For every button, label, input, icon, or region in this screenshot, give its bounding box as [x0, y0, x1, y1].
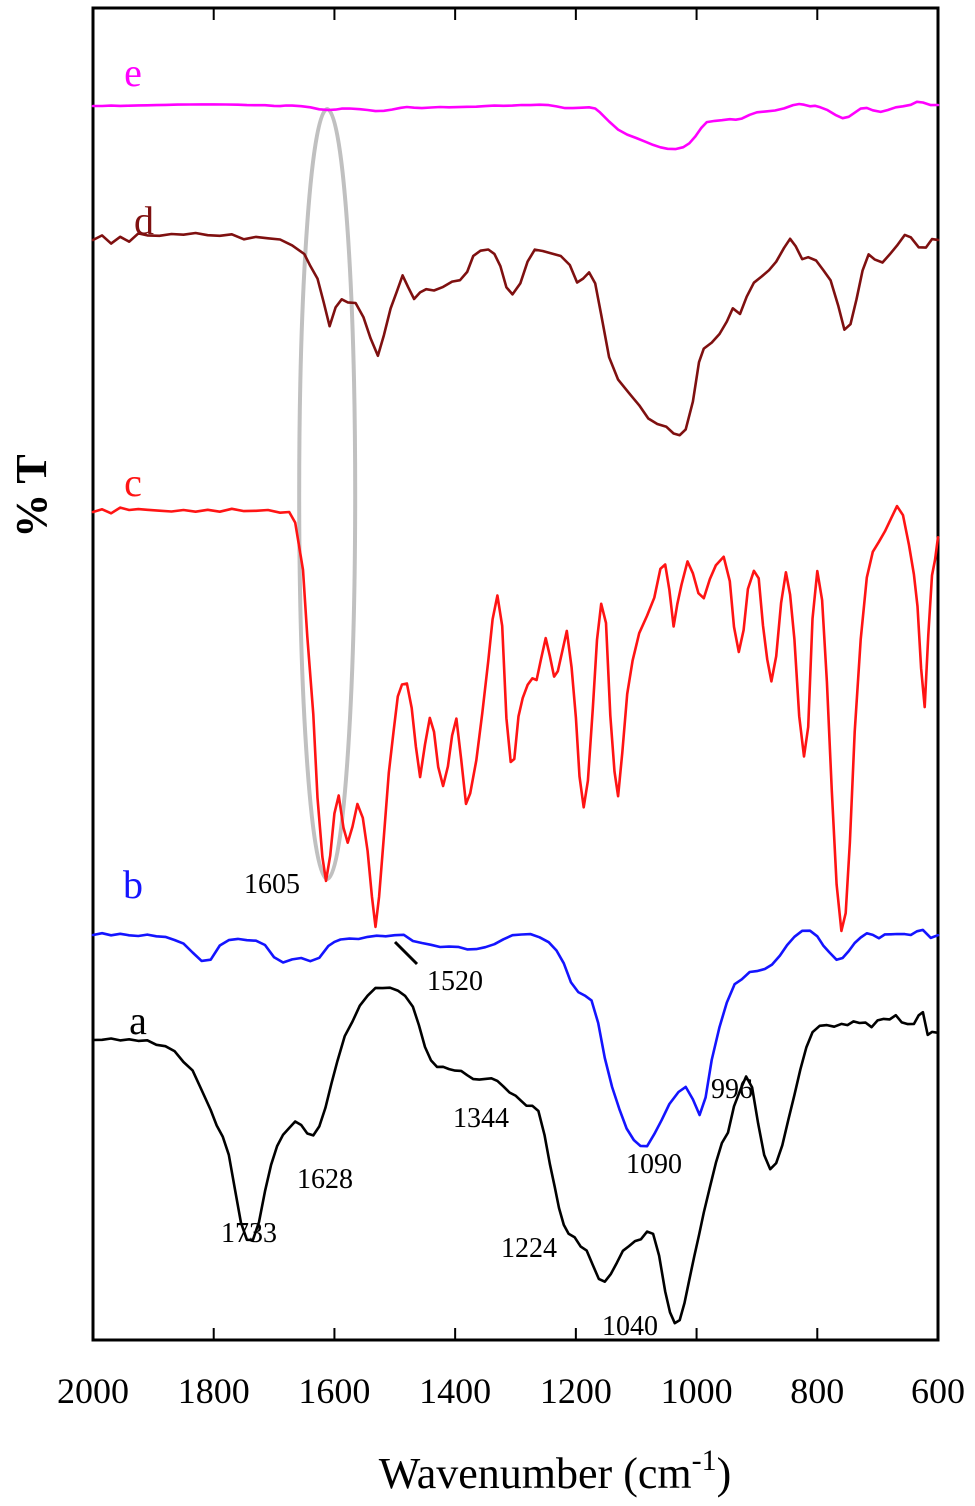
series-label-b: b: [123, 862, 143, 907]
x-ticks: [92, 8, 939, 1340]
plot-frame: [91, 6, 940, 1342]
x-tick-label-600: 600: [911, 1371, 965, 1411]
peak-leader-1520: [393, 940, 419, 966]
x-tick-label-1000: 1000: [661, 1371, 733, 1411]
series-line-c: [91, 504, 940, 933]
series-line-b: [91, 928, 940, 1148]
x-tick-labels: 2000 1800 1600 1400 1200 1000 800 600: [57, 1371, 965, 1411]
peak-label-1628: 1628: [297, 1164, 353, 1195]
series-label-d: d: [134, 198, 154, 243]
highlight-ellipse: [297, 107, 358, 881]
x-tick-label-1800: 1800: [178, 1371, 250, 1411]
x-axis-title-sup: -1: [692, 1444, 717, 1477]
peak-label-996: 996: [711, 1074, 753, 1105]
peak-labels: 1605 1520 1733 1628 1344 1224 1040 1090 996: [221, 869, 753, 1342]
x-tick-label-1600: 1600: [298, 1371, 370, 1411]
series-line-e: [91, 100, 940, 151]
peak-label-1605: 1605: [244, 869, 300, 900]
peak-label-1733: 1733: [221, 1218, 277, 1249]
peak-label-1090: 1090: [626, 1149, 682, 1180]
x-axis-title: Wavenumber (cm-1): [379, 1444, 732, 1498]
series-line-a: [91, 986, 940, 1325]
series-label-a: a: [129, 998, 147, 1043]
series-label-c: c: [124, 460, 142, 505]
peak-label-1224: 1224: [501, 1233, 557, 1264]
peak-label-1040: 1040: [602, 1311, 658, 1342]
peak-label-1520: 1520: [427, 966, 483, 997]
x-tick-label-800: 800: [790, 1371, 844, 1411]
x-tick-label-2000: 2000: [57, 1371, 129, 1411]
series-line-d: [91, 231, 940, 437]
x-tick-label-1200: 1200: [540, 1371, 612, 1411]
x-tick-label-1400: 1400: [419, 1371, 491, 1411]
y-axis-title: % T: [7, 454, 56, 538]
peak-label-1344: 1344: [453, 1103, 509, 1134]
series-labels: e d c b a: [123, 50, 154, 1043]
series-label-e: e: [124, 50, 142, 95]
x-axis-title-close: ): [717, 1449, 732, 1498]
series-group: [91, 100, 940, 1325]
